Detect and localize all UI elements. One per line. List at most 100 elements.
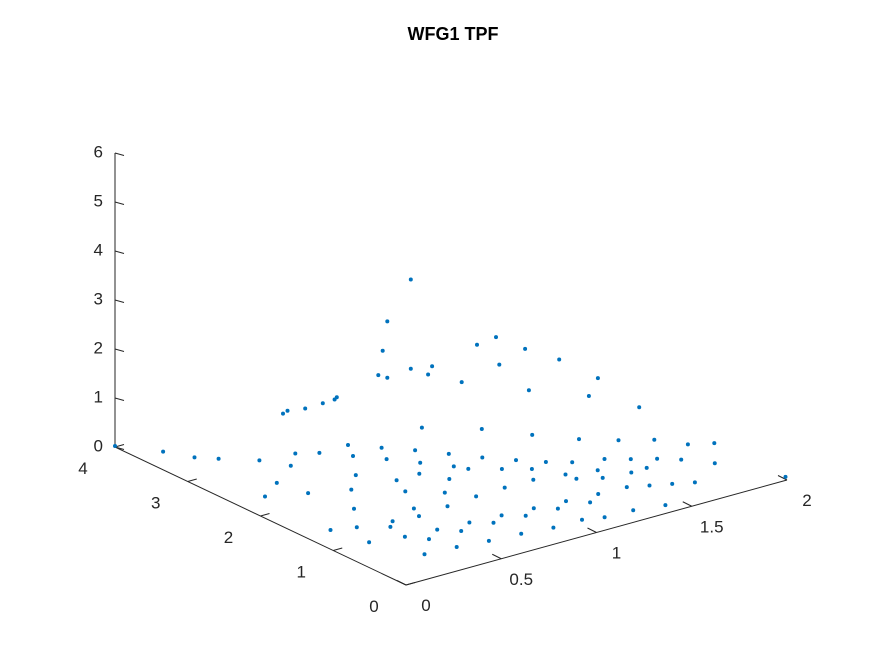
- data-point: [563, 472, 568, 477]
- data-point: [602, 457, 607, 461]
- data-point: [192, 455, 197, 460]
- data-point: [411, 506, 416, 511]
- scatter-points: [113, 277, 788, 557]
- data-point: [285, 408, 290, 413]
- data-point: [586, 394, 591, 398]
- data-point: [466, 466, 471, 471]
- data-point: [624, 485, 629, 490]
- data-point: [580, 517, 584, 522]
- z-tick-label: 5: [94, 191, 103, 210]
- data-point: [161, 449, 166, 454]
- data-point: [418, 460, 423, 465]
- data-point: [499, 467, 504, 471]
- x-tick-mark: [777, 475, 788, 481]
- data-point: [408, 366, 413, 371]
- data-point: [380, 348, 385, 353]
- data-point: [417, 471, 422, 476]
- data-point: [454, 545, 459, 549]
- data-point: [555, 506, 560, 511]
- data-point: [655, 456, 660, 461]
- x-tick-mark: [492, 553, 502, 560]
- data-point: [663, 503, 668, 508]
- data-point: [263, 494, 267, 499]
- data-point: [435, 527, 440, 532]
- data-point: [467, 520, 472, 525]
- data-point: [419, 425, 424, 430]
- data-point: [447, 477, 452, 481]
- z-tick-label: 4: [94, 240, 103, 259]
- y-tick-mark: [187, 478, 197, 482]
- data-point: [354, 525, 359, 530]
- data-point: [320, 401, 325, 406]
- data-point: [685, 442, 690, 447]
- data-point: [367, 540, 372, 545]
- data-point: [679, 457, 684, 462]
- data-point: [783, 474, 788, 479]
- z-tick-label: 6: [94, 142, 103, 161]
- z-tick-mark: [114, 348, 125, 352]
- data-point: [523, 346, 528, 351]
- data-point: [426, 372, 431, 377]
- x-tick-label: 1.5: [700, 517, 724, 536]
- data-point: [288, 463, 293, 468]
- data-point: [384, 457, 389, 462]
- data-point: [403, 489, 408, 494]
- data-point: [631, 508, 636, 513]
- data-point: [670, 481, 675, 486]
- data-point: [430, 364, 435, 369]
- data-point: [385, 375, 390, 380]
- data-point: [257, 458, 262, 463]
- x-tick-mark: [587, 527, 597, 533]
- data-point: [531, 477, 536, 482]
- data-point: [647, 483, 652, 488]
- x-tick-label: 0: [421, 596, 430, 615]
- x-tick-label: 2: [802, 491, 811, 510]
- data-point: [595, 376, 600, 381]
- data-point: [334, 395, 339, 400]
- data-point: [281, 411, 285, 416]
- data-point: [712, 441, 717, 446]
- data-point: [408, 277, 413, 282]
- x-tick-mark: [396, 580, 407, 586]
- data-point: [451, 464, 456, 469]
- data-point: [570, 460, 575, 465]
- data-point: [519, 531, 524, 536]
- data-point: [445, 504, 450, 509]
- data-point: [497, 362, 502, 367]
- data-point: [529, 467, 534, 471]
- z-tick-label: 0: [94, 436, 103, 455]
- data-point: [712, 461, 717, 466]
- z-tick-label: 2: [94, 338, 103, 357]
- data-point: [390, 519, 395, 524]
- y-tick-label: 4: [78, 459, 87, 478]
- data-point: [588, 500, 593, 505]
- data-point: [523, 513, 528, 518]
- z-tick-mark: [114, 250, 125, 254]
- y-tick-label: 2: [224, 528, 233, 547]
- data-point: [574, 476, 579, 481]
- data-point: [595, 468, 600, 473]
- data-point: [376, 373, 381, 378]
- data-point: [216, 456, 221, 461]
- data-point: [531, 506, 536, 511]
- data-point: [328, 528, 333, 532]
- data-point: [351, 454, 355, 458]
- y-tick-label: 1: [297, 563, 306, 582]
- y-tick-mark: [260, 513, 270, 517]
- data-point: [526, 388, 531, 393]
- data-point: [346, 443, 350, 447]
- y-tick-mark: [405, 582, 416, 586]
- z-tick-mark: [114, 397, 125, 401]
- data-point: [514, 458, 518, 463]
- data-point: [564, 499, 568, 504]
- data-point: [442, 490, 447, 495]
- z-tick-mark: [114, 299, 125, 303]
- data-point: [616, 438, 621, 443]
- x-tick-label: 0.5: [509, 570, 533, 589]
- data-point: [274, 480, 279, 485]
- data-point: [602, 515, 607, 520]
- data-point: [692, 480, 697, 485]
- data-point: [417, 514, 421, 519]
- data-point: [352, 506, 356, 511]
